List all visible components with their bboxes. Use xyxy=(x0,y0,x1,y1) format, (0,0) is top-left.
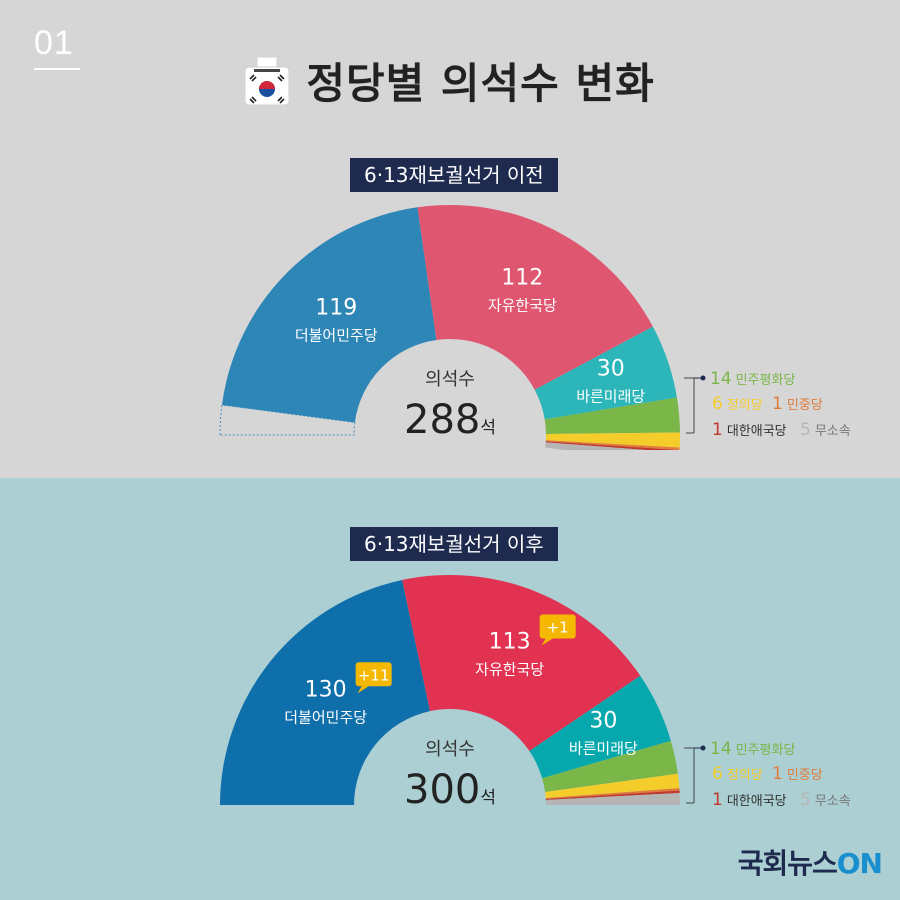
slice-name-label: 더불어민주당 xyxy=(295,326,378,344)
pie-slice xyxy=(545,790,680,800)
legend-entry: 6 정의당 xyxy=(712,394,763,414)
page-number-underline xyxy=(34,68,80,70)
page-number: 01 xyxy=(34,24,74,62)
legend-dot xyxy=(700,745,706,751)
pie-slice xyxy=(545,773,680,798)
legend-name: 대한애국당 xyxy=(727,424,787,439)
total-seats-unit: 석 xyxy=(480,418,496,438)
pie-slice xyxy=(545,442,647,450)
slice-value-label: 119 xyxy=(315,295,357,320)
legend-name: 정의당 xyxy=(727,768,763,783)
slice-value-label: 112 xyxy=(501,265,543,290)
pie-slice xyxy=(545,441,679,450)
pie-slice xyxy=(545,440,680,450)
legend-entry: 14 민주평화당 xyxy=(710,369,795,389)
chart-title-before: 6·13재보궐선거 이전 xyxy=(350,158,558,192)
seat-chart-before: 119 더불어민주당 112 자유한국당 30 바른미래당 의석수 288석 14 민주평화당 6 정… xyxy=(219,205,851,450)
legend-value: 1 xyxy=(772,764,783,784)
total-seats-unit: 석 xyxy=(480,788,496,808)
pie-slice xyxy=(417,205,653,390)
legend-entry: 5 무소속 xyxy=(800,420,851,440)
legend-name: 무소속 xyxy=(815,794,851,809)
page-title: 정당별 의석수 변화 xyxy=(306,59,655,108)
legend-dot xyxy=(700,375,706,381)
pie-slice xyxy=(545,792,680,805)
legend-value: 14 xyxy=(710,369,732,389)
slice-name-label: 바른미래당 xyxy=(576,388,645,406)
pie-slice xyxy=(221,207,437,423)
legend-entry: 6 정의당 xyxy=(712,764,763,784)
pie-slice xyxy=(544,397,680,434)
legend-value: 1 xyxy=(712,790,723,810)
ballot-box-icon xyxy=(245,56,290,105)
change-badge: +1 xyxy=(539,614,576,646)
legend-value: 6 xyxy=(712,764,723,784)
pie-slice xyxy=(529,675,671,779)
legend-value: 1 xyxy=(712,420,723,440)
legend-entry: 14 민주평화당 xyxy=(710,739,795,759)
slice-value-label: 130 xyxy=(305,677,347,702)
total-seats-value: 288석 xyxy=(404,397,496,443)
slice-value-label: 30 xyxy=(597,357,625,382)
title-bar: 정당별 의석수 변화 xyxy=(0,50,900,111)
total-seats-label: 의석수 xyxy=(425,739,475,760)
change-badge-label: +1 xyxy=(547,619,569,637)
legend-bracket xyxy=(684,747,695,804)
legend-bracket xyxy=(684,377,695,434)
slice-value-label: 30 xyxy=(589,708,617,733)
total-seats-label: 의석수 xyxy=(425,369,475,390)
pie-slice xyxy=(545,788,680,799)
pie-slice xyxy=(542,740,678,792)
brand-logo: 국회뉴스ON xyxy=(737,842,883,882)
legend-name: 민주평화당 xyxy=(736,373,796,388)
pie-slice xyxy=(534,326,677,420)
slice-name-label: 바른미래당 xyxy=(569,739,638,757)
chart-title-after: 6·13재보궐선거 이후 xyxy=(350,527,558,561)
slice-value-label: 113 xyxy=(489,630,531,655)
legend-name: 무소속 xyxy=(815,424,851,439)
legend-name: 민중당 xyxy=(787,768,823,783)
total-seats-value: 300석 xyxy=(404,767,496,813)
legend-entry: 1 민중당 xyxy=(772,764,823,784)
total-seats-number: 300 xyxy=(404,767,480,813)
legend-value: 14 xyxy=(710,739,732,759)
pie-slice xyxy=(545,432,680,448)
legend-value: 1 xyxy=(772,394,783,414)
legend-entry: 5 무소속 xyxy=(800,790,851,810)
legend-entry: 1 민중당 xyxy=(772,394,823,414)
legend-value: 6 xyxy=(712,394,723,414)
change-badge: +11 xyxy=(355,662,392,694)
pie-slice xyxy=(402,575,641,752)
slice-name-label: 자유한국당 xyxy=(488,296,557,314)
pie-slice xyxy=(220,580,431,805)
legend-value: 5 xyxy=(800,790,811,810)
legend-entry: 1 대한애국당 xyxy=(712,790,787,810)
brand-suffix: ON xyxy=(836,847,883,880)
legend-value: 5 xyxy=(800,420,811,440)
change-badge-label: +11 xyxy=(358,666,390,684)
legend-entry: 1 대한애국당 xyxy=(712,420,787,440)
legend-name: 민중당 xyxy=(787,398,823,413)
seat-chart-after: 130 더불어민주당 +11 113 자유한국당 +1 30 바른미래당 의석수 300석 14 민주… xyxy=(220,575,851,813)
total-seats-number: 288 xyxy=(404,397,480,443)
slice-name-label: 더불어민주당 xyxy=(284,708,367,726)
brand-name: 국회뉴스 xyxy=(737,847,838,880)
legend-name: 정의당 xyxy=(727,398,763,413)
slice-name-label: 자유한국당 xyxy=(475,661,544,679)
legend-name: 대한애국당 xyxy=(727,794,787,809)
legend-name: 민주평화당 xyxy=(736,743,796,758)
